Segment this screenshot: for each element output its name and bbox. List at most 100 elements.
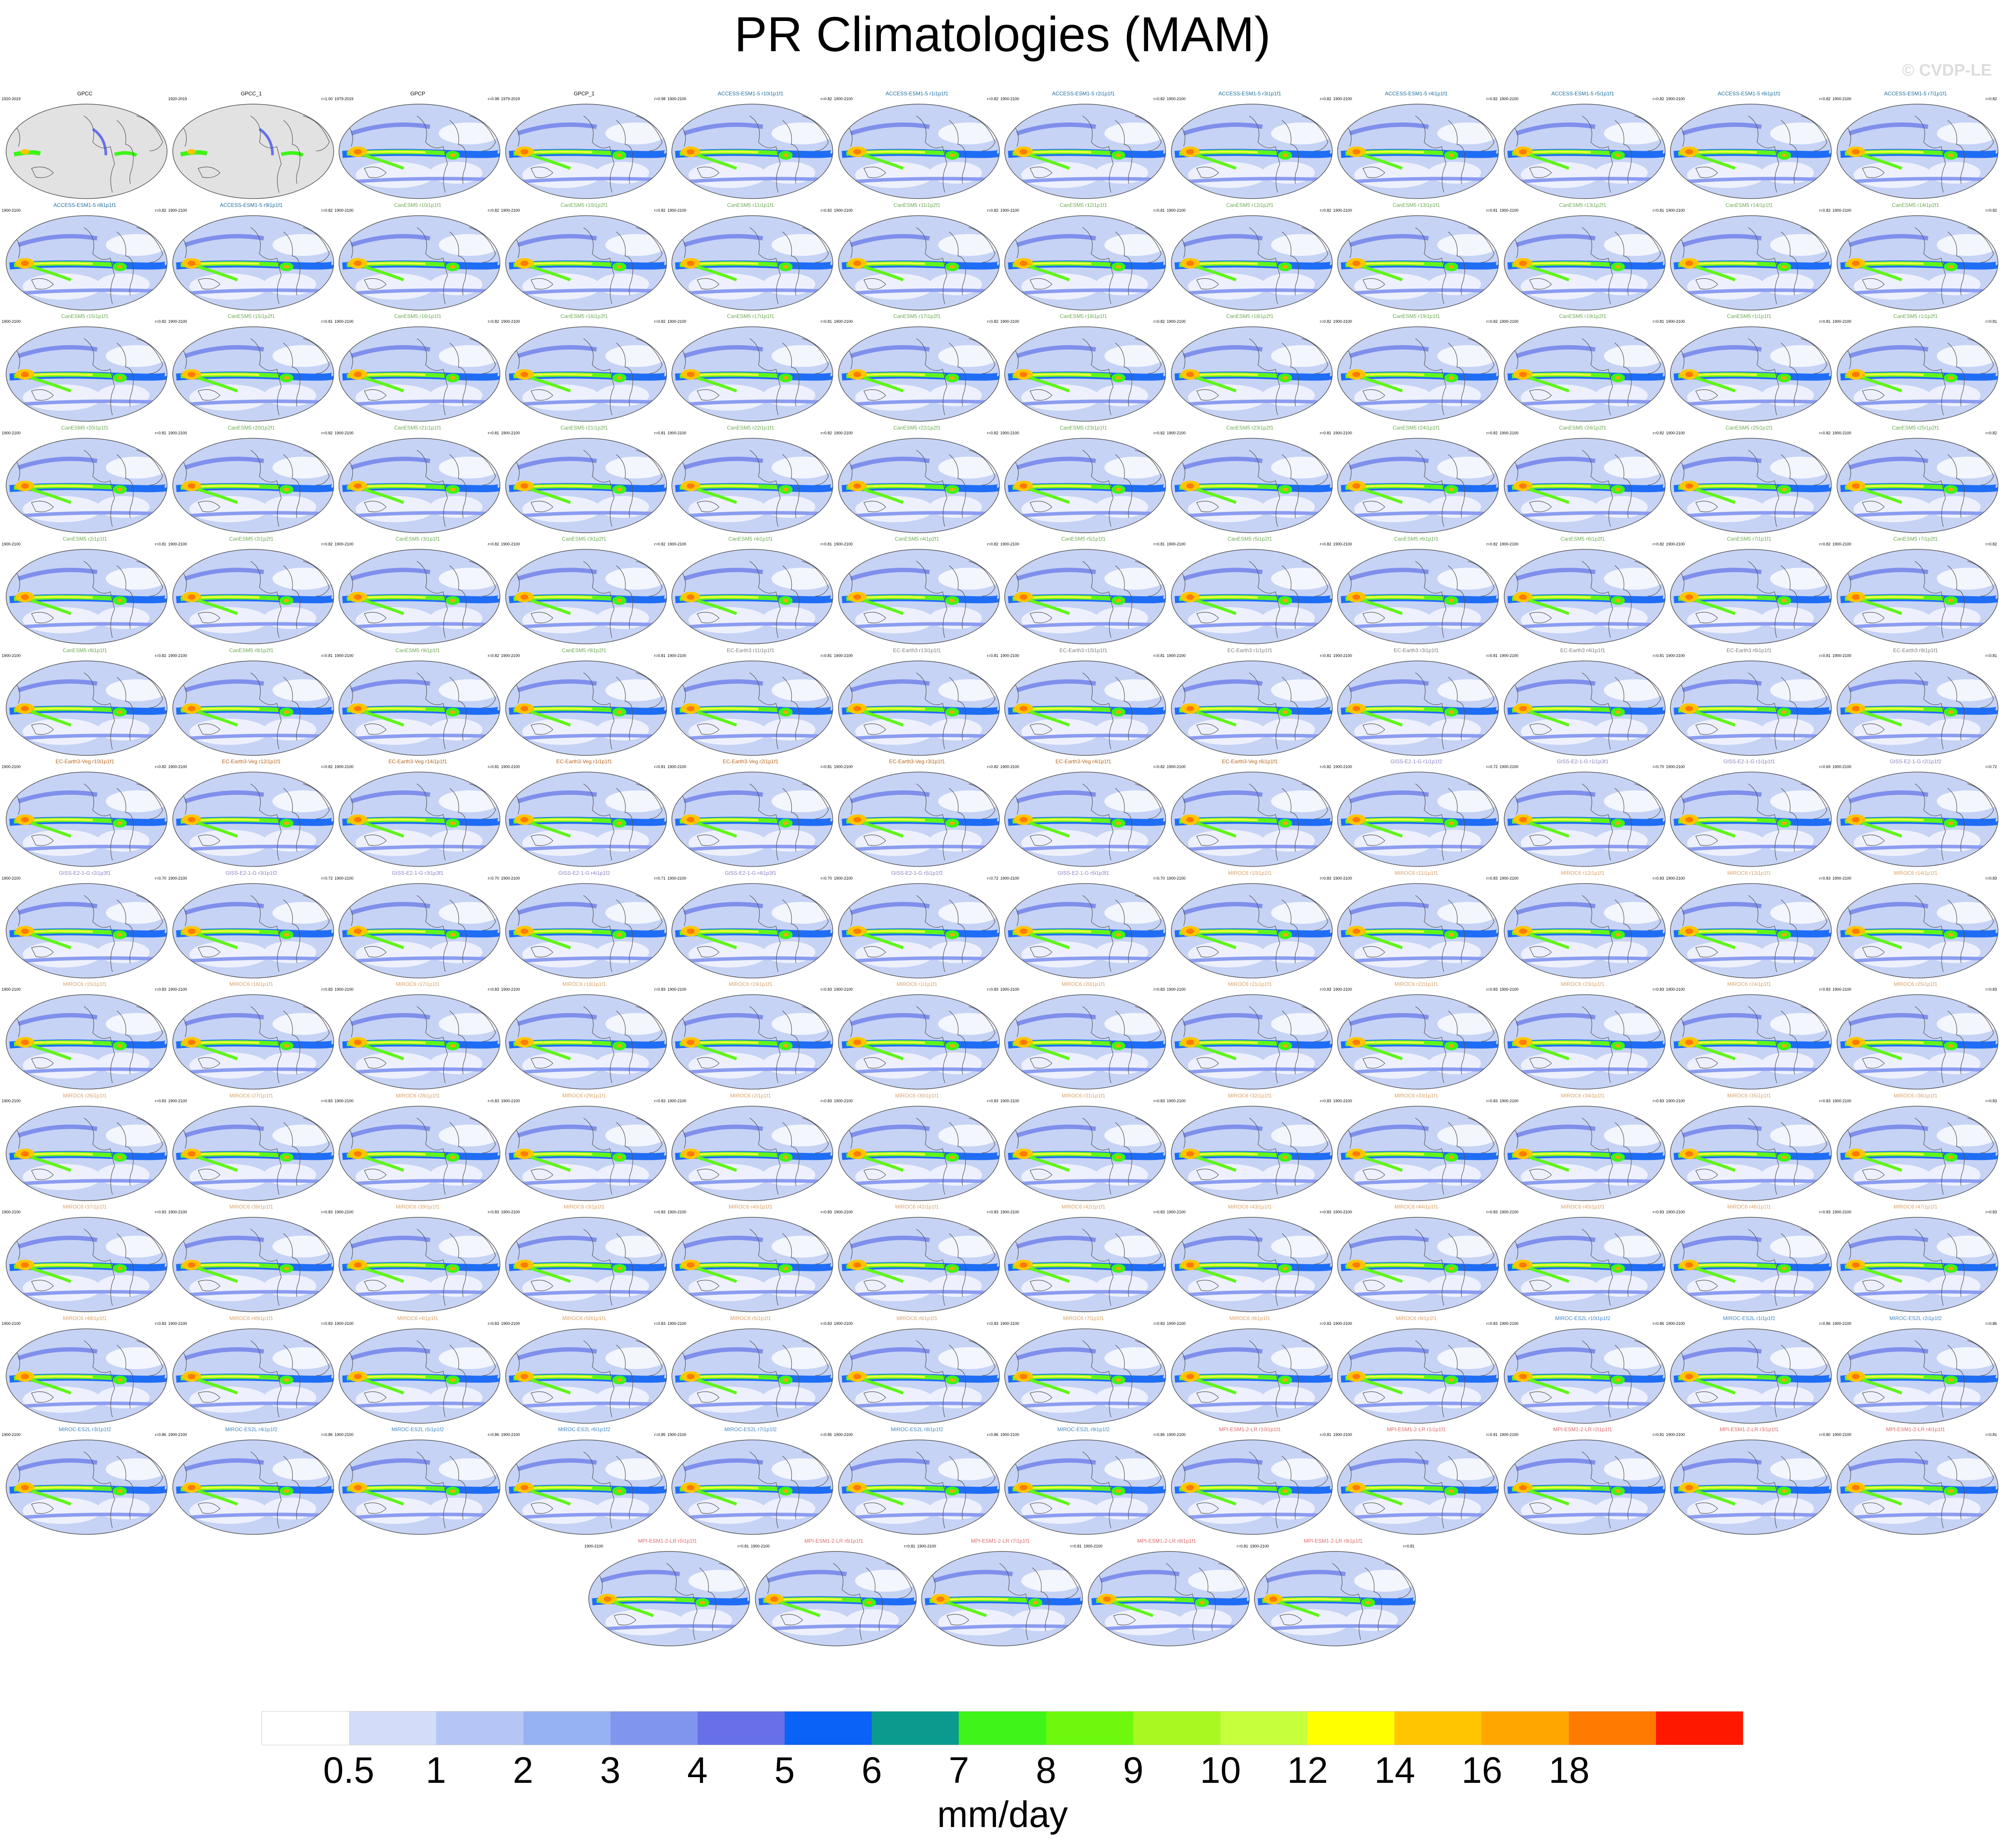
panel-correlation: r=0.82 (987, 430, 999, 435)
panel-title: MIROC6 r18i1p1f1 (562, 981, 606, 987)
panel-title: MIROC-ES2L r5i1p1f2 (391, 1426, 444, 1432)
panel-period: 1900-2100 (834, 430, 853, 435)
panel-correlation: r=0.83 (1819, 876, 1830, 880)
panel-period: 1900-2100 (1666, 319, 1685, 324)
panel-title: ACCESS-ESM1-5 r2i1p1f1 (1052, 91, 1115, 97)
panel-period: 1900-2100 (834, 97, 853, 101)
map-panel: EC-Earth3-Veg r6i1p1f1 1900-2100 r=0.82 (1167, 758, 1333, 870)
panel-correlation: r=0.81 (821, 653, 832, 658)
precip-map (1670, 1217, 1832, 1312)
panel-period: 1900-2100 (834, 319, 853, 324)
panel-correlation: r=0.82 (1985, 542, 1997, 546)
map-panel: MPI-ESM1-2-LR r7i1p1f1 1900-2100 r=0.81 (917, 1538, 1083, 1649)
panel-period: 1900-2100 (584, 1544, 604, 1548)
precip-map (339, 326, 500, 422)
map-panel: GISS-E2-1-G r4i1p1f2 1900-2100 r=0.71 (501, 870, 667, 982)
map-panel: EC-Earth3 r3i1p1f1 1900-2100 r=0.81 (1333, 647, 1499, 759)
colorbar-box (959, 1712, 1046, 1745)
map-panel: CanESM5 r3i1p2f1 1900-2100 r=0.82 (501, 536, 667, 647)
panel-title: GISS-E2-1-G r2i1p1f2 (1890, 758, 1942, 765)
panel-correlation: r=0.82 (155, 319, 166, 324)
map-panel: EC-Earth3-Veg r3i1p1f1 1900-2100 r=0.82 (834, 758, 1000, 870)
panel-correlation: r=0.81 (1403, 1544, 1415, 1548)
panel-correlation: r=0.81 (654, 765, 666, 769)
map-panel: MIROC6 r45i1p1f1 1900-2100 r=0.83 (1500, 1204, 1666, 1315)
map-panel: GISS-E2-1-G r2i1p3f1 1900-2100 r=0.70 (2, 870, 168, 982)
precip-map (505, 215, 667, 311)
panel-title: MIROC6 r49i1p1f1 (229, 1315, 273, 1321)
panel-period: 1900-2100 (667, 1321, 687, 1326)
panel-correlation: r=0.81 (654, 653, 666, 658)
map-panel: GISS-E2-1-G r3i1p1f2 1900-2100 r=0.72 (168, 870, 335, 982)
precip-map (6, 437, 168, 533)
panel-correlation: r=0.83 (488, 987, 499, 992)
panel-title: CanESM5 r15i1p2f1 (227, 313, 275, 319)
panel-correlation: r=0.81 (155, 542, 166, 546)
precip-map (339, 437, 500, 533)
panel-period: 1900-2100 (501, 1210, 520, 1214)
panel-period: 1900-2100 (1167, 208, 1186, 213)
map-panel: EC-Earth3-Veg r10i1p1f1 1900-2100 r=0.82 (2, 758, 168, 870)
precip-map (6, 1105, 168, 1201)
panel-period: 1900-2100 (1666, 987, 1685, 992)
map-panel: GPCC 1920-2019 (2, 91, 168, 202)
panel-correlation: r=0.81 (1652, 319, 1664, 324)
panel-correlation: r=0.81 (1153, 542, 1165, 546)
panel-correlation: r=0.81 (1819, 319, 1830, 324)
panel-period: 1900-2100 (168, 208, 187, 213)
panel-correlation: r=0.81 (1070, 1544, 1082, 1548)
panel-period: 1979-2019 (335, 97, 354, 101)
precip-map (505, 549, 667, 644)
map-panel: MIROC6 r25i1p1f1 1900-2100 r=0.83 (1833, 981, 1999, 1093)
panel-correlation: r=0.82 (1985, 430, 1997, 435)
precip-map (1004, 1217, 1166, 1312)
map-panel: MPI-ESM1-2-LR r6i1p1f1 1900-2100 r=0.81 (751, 1538, 917, 1649)
panel-title: MIROC6 r1i1p1f1 (896, 981, 938, 987)
panel-correlation: r=1.00 (321, 97, 333, 101)
panel-correlation: r=0.69 (1819, 765, 1830, 769)
panel-title: GISS-E2-1-G r4i1p1f2 (558, 870, 610, 876)
colorbar-tick-label: 0.5 (323, 1750, 374, 1791)
panel-correlation: r=0.83 (1985, 987, 1997, 992)
panel-correlation: r=0.82 (1320, 97, 1331, 101)
panel-period: 1900-2100 (751, 1544, 770, 1548)
panel-title: CanESM5 r24i1p2f1 (1559, 424, 1607, 431)
map-panel: CanESM5 r6i1p1f1 1900-2100 r=0.82 (1333, 536, 1499, 647)
precip-map (172, 215, 334, 311)
panel-period: 1900-2100 (168, 876, 187, 880)
panel-title: CanESM5 r1i1p2f1 (1893, 313, 1938, 319)
colorbar-box (785, 1712, 872, 1745)
precip-map (6, 104, 168, 199)
panel-title: GISS-E2-1-G r1i1p1f1 (1723, 758, 1775, 765)
panel-correlation: r=0.82 (1819, 208, 1830, 213)
panel-title: MIROC6 r28i1p1f1 (395, 1092, 440, 1099)
panel-title: MIROC-ES2L r6i1p1f2 (558, 1426, 611, 1432)
colorbar-tick-label: 5 (774, 1750, 795, 1791)
panel-period: 1900-2100 (1832, 1321, 1851, 1326)
map-panel: ACCESS-ESM1-5 r6i1p1f1 1900-2100 r=0.82 (1666, 91, 1832, 202)
panel-period: 1900-2100 (335, 208, 354, 213)
colorbar-box (697, 1712, 785, 1745)
panel-correlation: r=0.83 (821, 1098, 832, 1103)
map-panel: CanESM5 r23i1p2f1 1900-2100 r=0.81 (1167, 425, 1333, 536)
panel-correlation: r=0.81 (1985, 653, 1997, 658)
precip-map (754, 1551, 917, 1646)
map-panel: MIROC6 r39i1p1f1 1900-2100 r=0.83 (335, 1204, 501, 1315)
panel-period: 1900-2100 (1000, 987, 1020, 992)
map-panel: CanESM5 r11i1p2f1 1900-2100 r=0.82 (834, 202, 1000, 314)
map-panel: CanESM5 r18i1p2f1 1900-2100 r=0.82 (1167, 313, 1333, 425)
panel-period: 1900-2100 (667, 1098, 687, 1103)
precip-map (1004, 215, 1166, 311)
precip-map (921, 1551, 1083, 1646)
panel-correlation: r=0.82 (821, 97, 832, 101)
panel-title: MIROC6 r39i1p1f1 (395, 1204, 440, 1210)
map-panel: CanESM5 r7i1p2f1 1900-2100 r=0.82 (1833, 536, 1999, 647)
precip-map (1170, 1439, 1333, 1535)
map-panel: MIROC6 r11i1p1f1 1900-2100 r=0.83 (1333, 870, 1499, 982)
panel-correlation: r=0.86 (321, 1432, 333, 1437)
panel-period: 1900-2100 (168, 542, 187, 546)
panel-period: 1900-2100 (501, 876, 520, 880)
panel-title: CanESM5 r1i1p1f1 (1727, 313, 1771, 319)
precip-map (1670, 1328, 1832, 1424)
map-panel: MIROC6 r18i1p1f1 1900-2100 r=0.83 (501, 981, 667, 1093)
